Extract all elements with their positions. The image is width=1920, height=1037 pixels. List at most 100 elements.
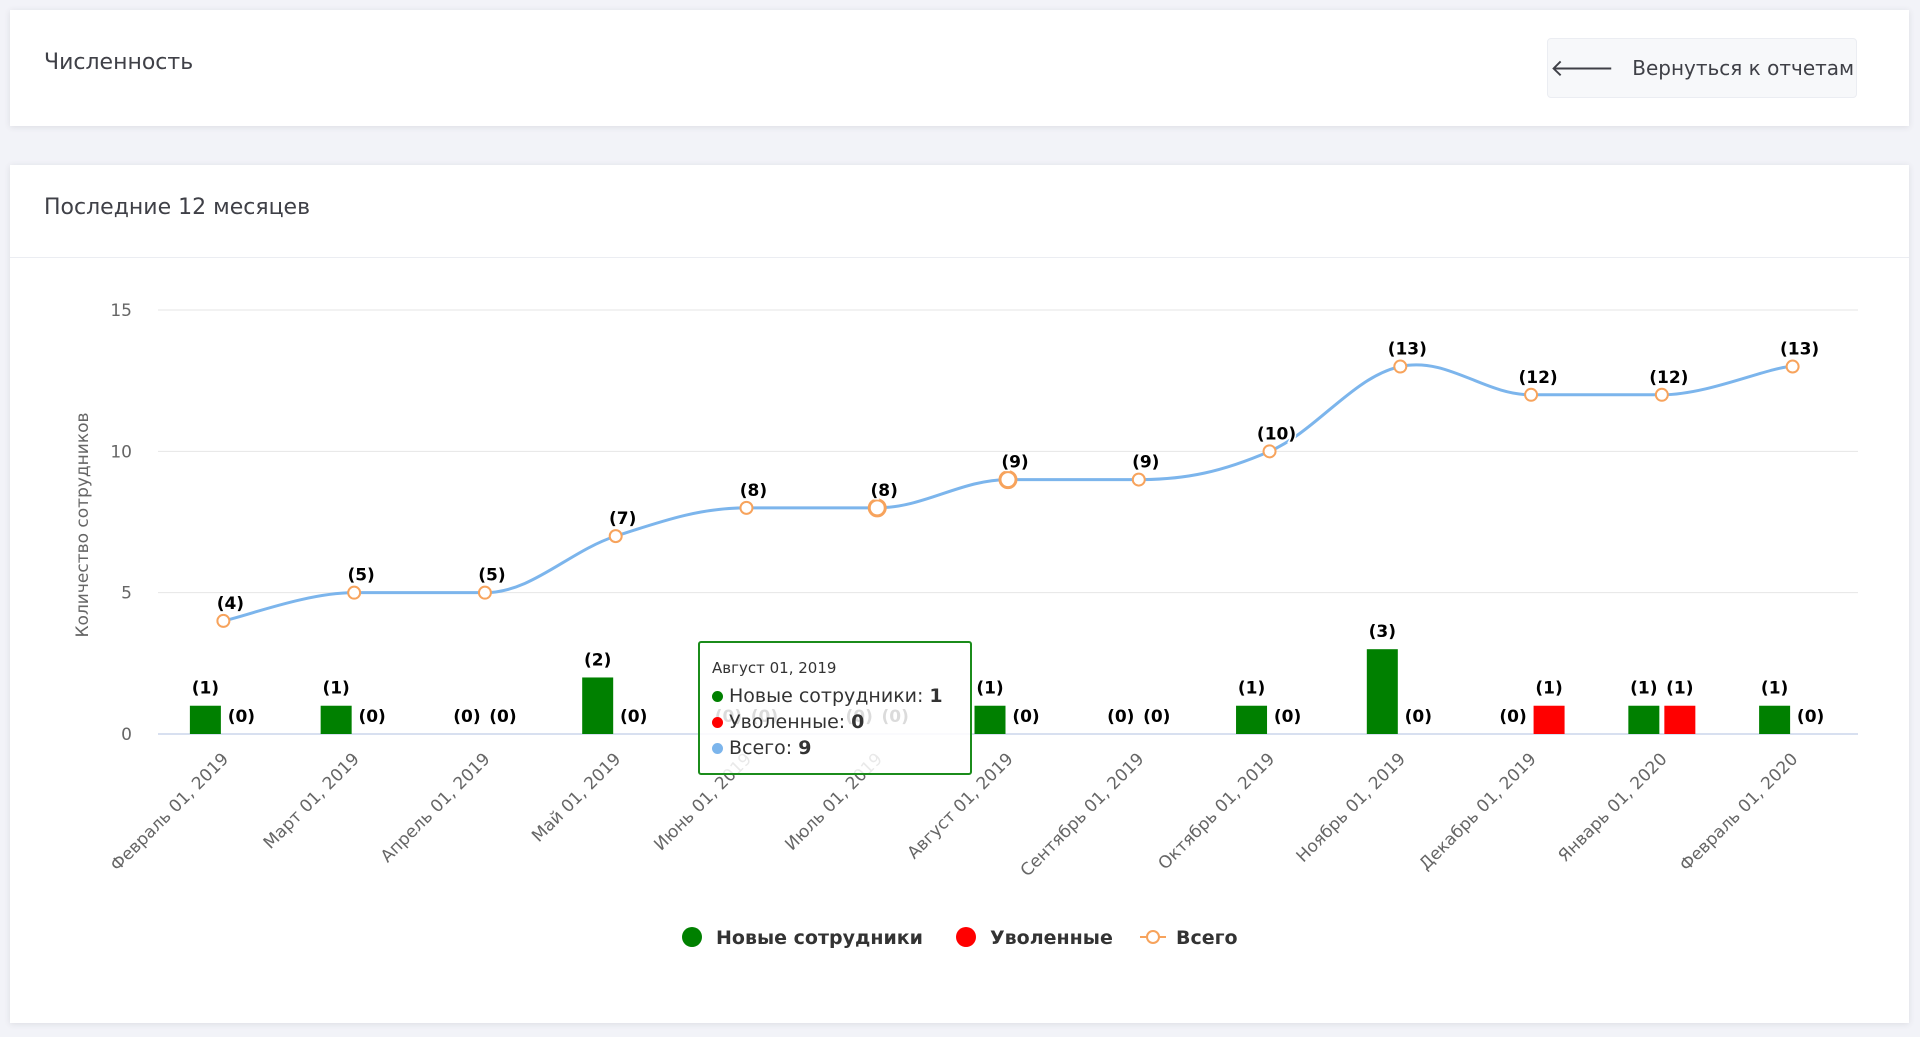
x-tick-label: Март 01, 2019	[260, 749, 364, 853]
y-tick-label: 15	[110, 301, 132, 321]
label-new-employees: (0)	[1107, 707, 1134, 727]
bar-series	[189, 649, 1791, 734]
bar-dismissed	[1664, 705, 1696, 734]
label-new-employees: (1)	[976, 679, 1003, 699]
label-dismissed: (0)	[620, 707, 647, 727]
total-markers	[216, 359, 1800, 628]
legend-label-1: Уволенные	[990, 927, 1113, 949]
total-marker	[608, 529, 623, 544]
total-marker	[1785, 359, 1800, 374]
panel-divider	[10, 257, 1909, 258]
label-total: (8)	[871, 481, 898, 501]
label-total: (5)	[478, 566, 505, 586]
total-marker	[867, 498, 887, 518]
label-dismissed: (0)	[489, 707, 516, 727]
x-tick-label: Февраль 01, 2019	[107, 749, 233, 875]
label-new-employees: (0)	[453, 707, 480, 727]
bar-new-employees	[1628, 705, 1660, 734]
label-total: (13)	[1388, 340, 1427, 360]
label-dismissed: (1)	[1666, 679, 1693, 699]
y-tick-label: 5	[121, 584, 132, 604]
arrow-left-icon: 🡐	[1549, 54, 1615, 82]
label-new-employees: (3)	[1369, 622, 1396, 642]
header-card: Численность 🡐 Вернуться к отчетам	[10, 10, 1909, 126]
label-total: (5)	[347, 566, 374, 586]
tooltip-row-new: Новые сотрудники: 1	[712, 683, 970, 709]
x-tick-label: Ноябрь 01, 2019	[1293, 749, 1410, 866]
bar-new-employees	[1759, 705, 1791, 734]
bar-new-employees	[974, 705, 1006, 734]
total-line	[223, 363, 1793, 623]
total-marker	[739, 500, 754, 515]
bar-new-employees	[582, 677, 614, 734]
legend-symbol-1	[956, 927, 976, 947]
label-dismissed: (0)	[1012, 707, 1039, 727]
label-total: (13)	[1780, 340, 1819, 360]
tooltip-total-label: Всего:	[729, 737, 793, 759]
x-tick-label: Январь 01, 2020	[1555, 749, 1672, 866]
x-tick-label: Декабрь 01, 2019	[1416, 749, 1541, 874]
tooltip-total-value: 9	[798, 737, 812, 759]
label-new-employees: (1)	[1238, 679, 1265, 699]
bar-new-employees	[320, 705, 352, 734]
total-marker	[998, 470, 1018, 490]
total-marker	[1393, 359, 1408, 374]
tooltip-dismissed-value: 0	[851, 711, 865, 733]
label-total: (12)	[1518, 368, 1557, 388]
back-to-reports-label: Вернуться к отчетам	[1632, 56, 1855, 80]
label-total: (7)	[609, 509, 636, 529]
x-tick-label: Сентябрь 01, 2019	[1017, 749, 1149, 881]
total-marker	[1524, 387, 1539, 402]
tooltip-row-total: Всего: 9	[712, 735, 970, 761]
label-total: (8)	[740, 481, 767, 501]
label-total: (4)	[217, 594, 244, 614]
tooltip-date: Август 01, 2019	[712, 659, 837, 677]
label-dismissed: (0)	[1405, 707, 1432, 727]
tooltip-total-dot	[712, 742, 723, 754]
y-axis-label: Количество сотрудников	[73, 412, 93, 637]
label-total: (10)	[1257, 424, 1296, 444]
y-tick-label: 0	[121, 725, 132, 745]
label-new-employees: (1)	[322, 679, 349, 699]
label-dismissed: (0)	[1274, 707, 1301, 727]
bar-new-employees	[1366, 649, 1398, 734]
total-marker	[1654, 387, 1669, 402]
label-total: (9)	[1132, 453, 1159, 473]
label-total: (12)	[1649, 368, 1688, 388]
total-marker	[1262, 444, 1277, 459]
total-marker	[477, 585, 492, 600]
page-title: Численность	[44, 50, 194, 75]
x-tick-label: Февраль 01, 2020	[1676, 749, 1802, 875]
bar-dismissed	[1533, 705, 1565, 734]
bar-new-employees	[1236, 705, 1268, 734]
y-tick-label: 10	[110, 442, 132, 462]
x-tick-label: Октябрь 01, 2019	[1154, 749, 1279, 874]
total-marker	[1131, 472, 1146, 487]
y-axis-ticks: 0 5 10 15	[110, 301, 132, 745]
legend-label-2: Всего	[1176, 927, 1238, 949]
back-to-reports-button[interactable]: 🡐 Вернуться к отчетам	[1547, 38, 1857, 98]
label-new-employees: (2)	[584, 650, 611, 670]
tooltip-new-dot	[712, 690, 723, 702]
data-labels: (1) (0) (1) (0) (0) (0) (2) (0) (0) (0) (0) (0) (1) (…	[190, 338, 1826, 728]
total-marker	[347, 585, 362, 600]
label-new-employees: (1)	[1761, 679, 1788, 699]
label-dismissed: (0)	[1143, 707, 1170, 727]
tooltip-row-dismissed: Уволенные: 0	[712, 709, 970, 735]
bar-new-employees	[189, 705, 221, 734]
label-dismissed: (0)	[228, 707, 255, 727]
label-new-employees: (1)	[192, 679, 219, 699]
label-new-employees: (0)	[1499, 707, 1526, 727]
tooltip-dismissed-label: Уволенные:	[729, 711, 846, 733]
legend-symbol-2	[1146, 930, 1160, 944]
x-tick-label: Апрель 01, 2019	[377, 749, 494, 866]
legend-symbol-0	[682, 927, 702, 947]
label-dismissed: (0)	[358, 707, 385, 727]
label-total: (9)	[1001, 453, 1028, 473]
tooltip-new-value: 1	[929, 685, 943, 707]
total-marker	[216, 613, 231, 628]
panel-title: Последние 12 месяцев	[44, 195, 311, 220]
label-dismissed: (1)	[1535, 679, 1562, 699]
x-tick-label: Май 01, 2019	[528, 749, 625, 846]
